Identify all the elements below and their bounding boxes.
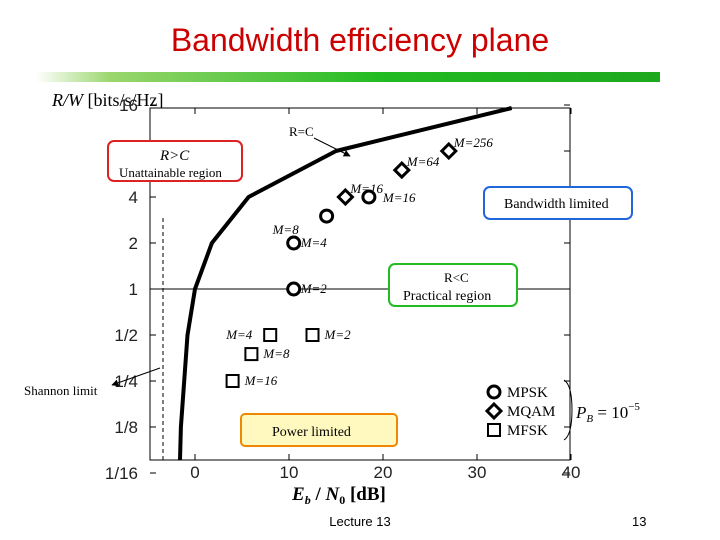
y-tick-label: 16 — [119, 96, 138, 115]
mfsk-marker — [225, 374, 240, 388]
r-eq-c-label: R=C — [289, 124, 314, 139]
mfsk-label: M=8 — [262, 346, 290, 361]
slide-title: Bandwidth efficiency plane — [170, 22, 550, 58]
unattainable-region-label: Unattainable region — [119, 165, 222, 180]
plot-frame — [149, 107, 571, 461]
y-tick-label: 1/4 — [114, 372, 138, 391]
mpsk-marker — [486, 384, 502, 400]
bandwidth-limited-label: Bandwidth limited — [504, 197, 609, 212]
mqam-marker — [484, 401, 504, 421]
mqam-marker — [336, 187, 355, 207]
mpsk-label: M=16 — [382, 190, 416, 205]
legend: MPSK MQAM MFSK — [484, 384, 555, 439]
legend-label: MFSK — [507, 423, 548, 439]
unattainable-region-box — [107, 140, 243, 182]
mfsk-label: M=16 — [244, 373, 278, 388]
mqam-label: M=256 — [453, 135, 494, 150]
r-gt-c-label: R>C — [159, 148, 190, 164]
pb-value: = 10 — [593, 403, 628, 422]
x-tick-label: 20 — [374, 463, 393, 482]
x-tick-labels: 0 10 20 30 40 — [190, 463, 580, 482]
mfsk-marker — [263, 328, 278, 342]
x-axis-label: Eb / N0 [dB] — [291, 484, 386, 507]
x-tick-label: 30 — [468, 463, 487, 482]
mqam-label: M=64 — [406, 154, 440, 169]
mpsk-marker — [361, 189, 377, 205]
r-eq-c-arrow — [313, 137, 351, 157]
pb-label: PB = 10−5 — [575, 401, 640, 425]
x-tick-label: 40 — [562, 463, 581, 482]
x-tick-label: 10 — [280, 463, 299, 482]
y-tick-label: 1 — [129, 280, 138, 299]
pb-symbol: P — [575, 403, 586, 422]
practical-region-box — [388, 263, 518, 307]
mpsk-marker — [286, 281, 302, 297]
mfsk-marker — [487, 423, 501, 437]
mpsk-marker — [286, 235, 302, 251]
y-axis-label: R/W [bits/s/Hz] — [52, 90, 164, 111]
mqam-marker — [392, 160, 411, 180]
mqam-marker — [439, 141, 458, 161]
mfsk-label: M=4 — [225, 327, 253, 342]
mpsk-label: M=4 — [300, 235, 328, 250]
shannon-limit-label: Shannon limit — [24, 383, 98, 398]
r-lt-c-label: R<C — [444, 270, 469, 285]
pb-exponent: −5 — [628, 401, 640, 413]
title-divider-bar — [36, 72, 660, 82]
y-tick-label: 4 — [129, 188, 138, 207]
practical-region-label: Practical region — [403, 289, 491, 304]
y-tick-label: 1/8 — [114, 418, 138, 437]
y-tick-label: 2 — [129, 234, 138, 253]
mqam-label: M=16 — [349, 181, 383, 196]
y-tick-label: 1/16 — [105, 464, 138, 483]
mfsk-label: M=2 — [324, 327, 352, 342]
legend-label: MPSK — [507, 385, 548, 401]
pb-subscript: B — [586, 413, 593, 425]
power-limited-box — [240, 413, 398, 447]
page-number: 13 — [632, 514, 647, 529]
y-axis-label-symbol: R/W — [52, 90, 83, 110]
mfsk-marker — [305, 328, 320, 342]
y-tick-label: 1/2 — [114, 326, 138, 345]
power-limited-label: Power limited — [272, 425, 351, 440]
legend-brace — [563, 379, 573, 441]
legend-label: MQAM — [507, 404, 555, 420]
mpsk-label: M=8 — [272, 222, 300, 237]
bandwidth-limited-box — [483, 186, 633, 220]
shannon-limit-arrow — [111, 367, 161, 387]
mpsk-marker — [319, 208, 335, 224]
mpsk-label: M=2 — [300, 281, 328, 296]
y-axis-label-unit: [bits/s/Hz] — [87, 90, 164, 110]
capacity-curve — [178, 106, 513, 461]
mfsk-marker — [244, 347, 259, 362]
x-tick-label: 0 — [190, 463, 199, 482]
footer-lecture: Lecture 13 — [329, 514, 391, 529]
